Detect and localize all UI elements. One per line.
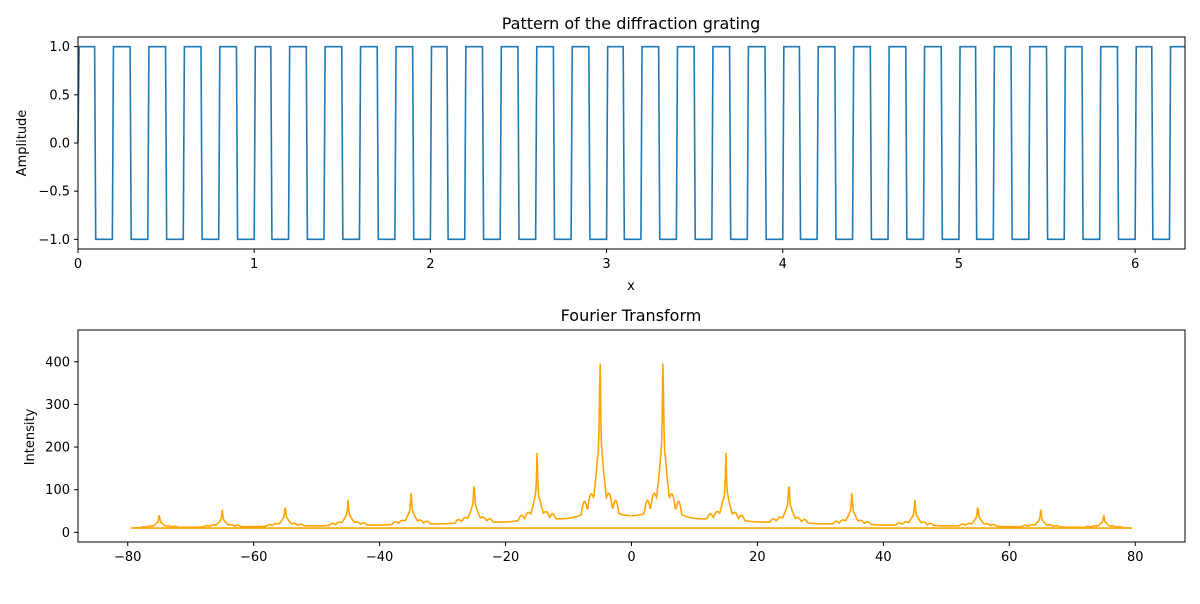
y-tick-label: 300: [45, 398, 70, 413]
x-tick-label: 40: [875, 550, 892, 565]
y-tick-label: 200: [45, 441, 70, 456]
x-tick-label: 80: [1127, 550, 1144, 565]
x-tick-label: −20: [492, 550, 519, 565]
x-tick-label: −80: [114, 550, 141, 565]
chart-title: Fourier Transform: [561, 306, 702, 325]
grating-pattern-chart: Pattern of the diffraction grating 0 1 2 3 4…: [15, 14, 1186, 294]
x-tick-label: −60: [240, 550, 267, 565]
y-tick-label: 400: [45, 355, 70, 370]
y-tick-label: 1.0: [49, 40, 70, 55]
x-tick-label: 0: [74, 257, 82, 272]
axes-frame: [77, 329, 1186, 543]
x-tick-label: 60: [1001, 550, 1018, 565]
y-tick-label: 0: [62, 526, 70, 541]
series-line: [77, 45, 1185, 241]
x-tick-label: −40: [366, 550, 393, 565]
axis-ticks: −80 −60 −40 −20 0 20 40 60 80 0 100 200 300 400: [45, 355, 1143, 565]
y-tick-label: −0.5: [38, 185, 70, 200]
x-tick-label: 1: [250, 257, 258, 272]
x-tick-label: 3: [602, 257, 610, 272]
y-axis-label: Amplitude: [15, 110, 30, 177]
y-tick-label: −1.0: [38, 233, 70, 248]
x-tick-label: 20: [749, 550, 766, 565]
x-tick-label: 6: [1131, 257, 1139, 272]
x-tick-label: 5: [955, 257, 963, 272]
axes-frame: [77, 36, 1186, 250]
y-tick-label: 0.0: [49, 137, 70, 152]
y-tick-label: 0.5: [49, 88, 70, 103]
fourier-transform-chart: Fourier Transform −80 −60 −40 −20 0 20 40 60 80 0…: [23, 306, 1186, 565]
spectrum-line: [130, 363, 1133, 529]
axis-ticks: 0 1 2 3 4 5 6 −1.0 −0.5 0.0 0.5 1.0: [38, 40, 1139, 272]
x-axis-label: x: [627, 279, 635, 294]
x-tick-label: 2: [426, 257, 434, 272]
plot-area: [77, 45, 1185, 241]
x-tick-label: 4: [779, 257, 787, 272]
x-tick-label: 0: [627, 550, 635, 565]
plot-area: [130, 363, 1133, 529]
y-axis-label: Intensity: [23, 408, 38, 465]
y-tick-label: 100: [45, 483, 70, 498]
chart-title: Pattern of the diffraction grating: [502, 14, 761, 33]
